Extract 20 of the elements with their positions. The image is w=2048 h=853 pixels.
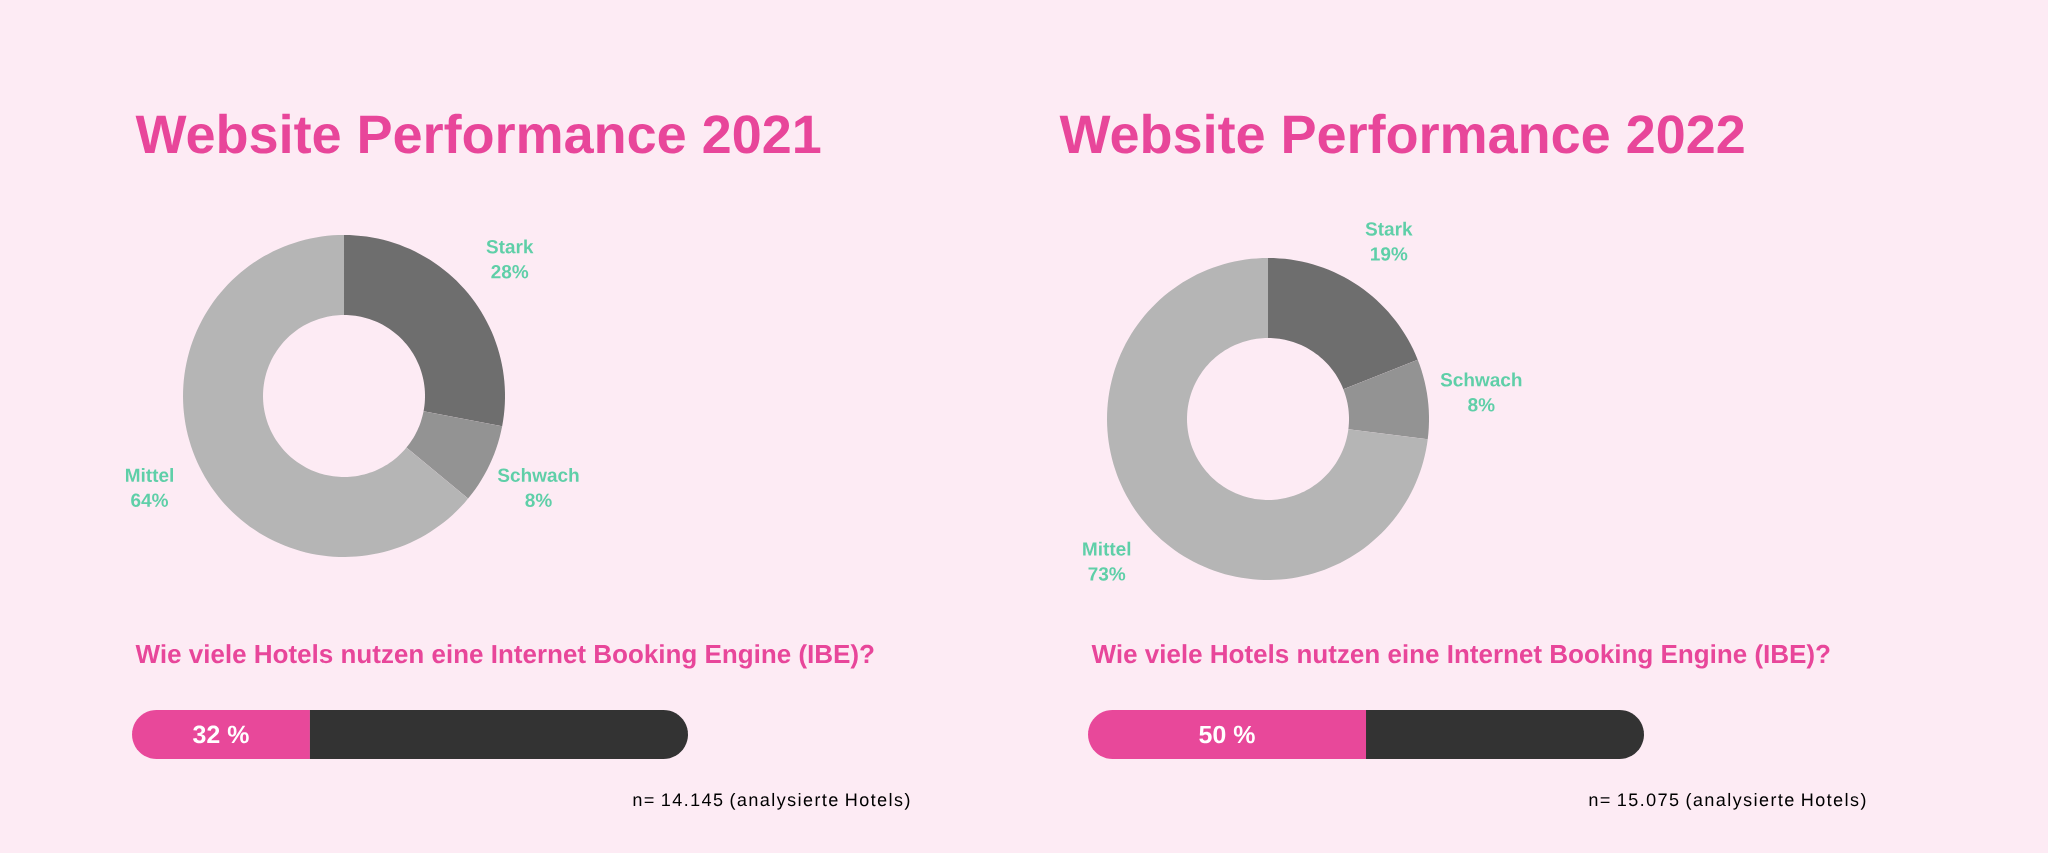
data-label: 50 % [1199, 725, 1255, 744]
text: n= 15.075 (analysierte Hotels) [1589, 792, 1866, 810]
chart-title: Website Performance 2021 [135, 113, 821, 154]
data-label: 73% [1088, 567, 1126, 581]
text: n= 14.145 (analysierte Hotels) [633, 792, 910, 810]
data-label: 8% [1468, 398, 1495, 412]
data-label: 64% [131, 493, 169, 507]
chart-title: Website Performance 2022 [1059, 113, 1744, 154]
data-label: 19% [1370, 247, 1408, 261]
slice-label: Schwach [497, 468, 579, 482]
slice-label: Stark [486, 239, 534, 254]
data-label: 32 % [193, 725, 249, 744]
slice-label: Schwach [1440, 372, 1522, 387]
data-label: 8% [525, 493, 552, 507]
slice-label: Stark [1365, 221, 1413, 236]
slice-label: Mittel [125, 468, 173, 482]
chart-title: Wie viele Hotels nutzen eine Internet Booking Engine (IBE)? [1091, 644, 1830, 669]
data-label: 28% [491, 265, 529, 279]
slice-label: Mittel [1083, 541, 1131, 556]
chart-title: Wie viele Hotels nutzen eine Internet Booking Engine (IBE)? [135, 644, 874, 669]
